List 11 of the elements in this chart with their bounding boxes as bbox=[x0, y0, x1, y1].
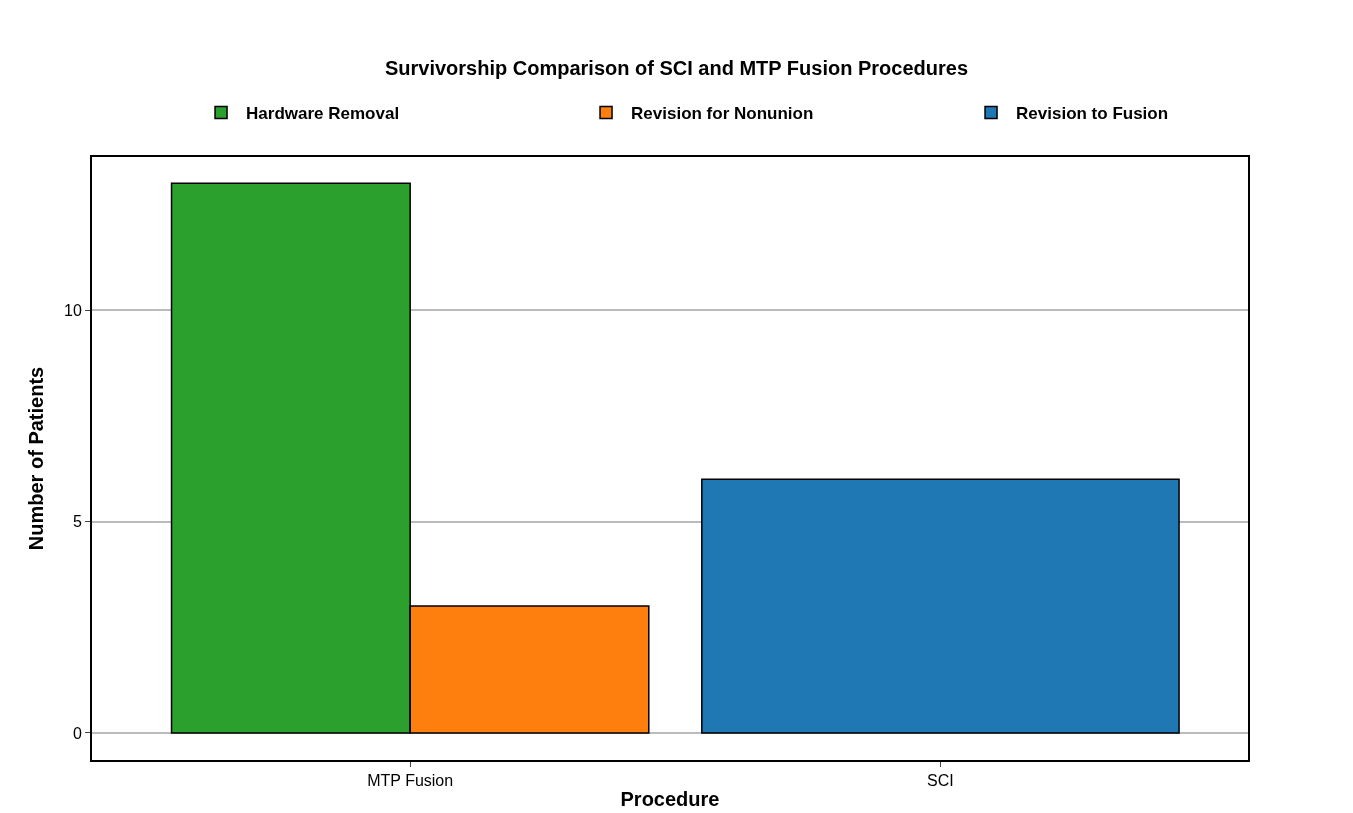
legend-label: Revision for Nonunion bbox=[631, 104, 814, 124]
y-tick-label: 0 bbox=[72, 724, 82, 742]
x-tick-label: MTP Fusion bbox=[367, 772, 454, 790]
legend-label: Revision to Fusion bbox=[1016, 104, 1169, 124]
x-axis-title: Procedure bbox=[620, 788, 720, 811]
chart-title: Survivorship Comparison of SCI and MTP Fusion Procedures bbox=[384, 57, 969, 79]
legend-label: Hardware Removal bbox=[246, 104, 400, 124]
x-tick-label: SCI bbox=[927, 772, 954, 790]
y-tick-label: 5 bbox=[72, 513, 82, 531]
y-axis-title: Number of Patients bbox=[25, 366, 47, 551]
y-tick-label: 10 bbox=[64, 301, 82, 319]
